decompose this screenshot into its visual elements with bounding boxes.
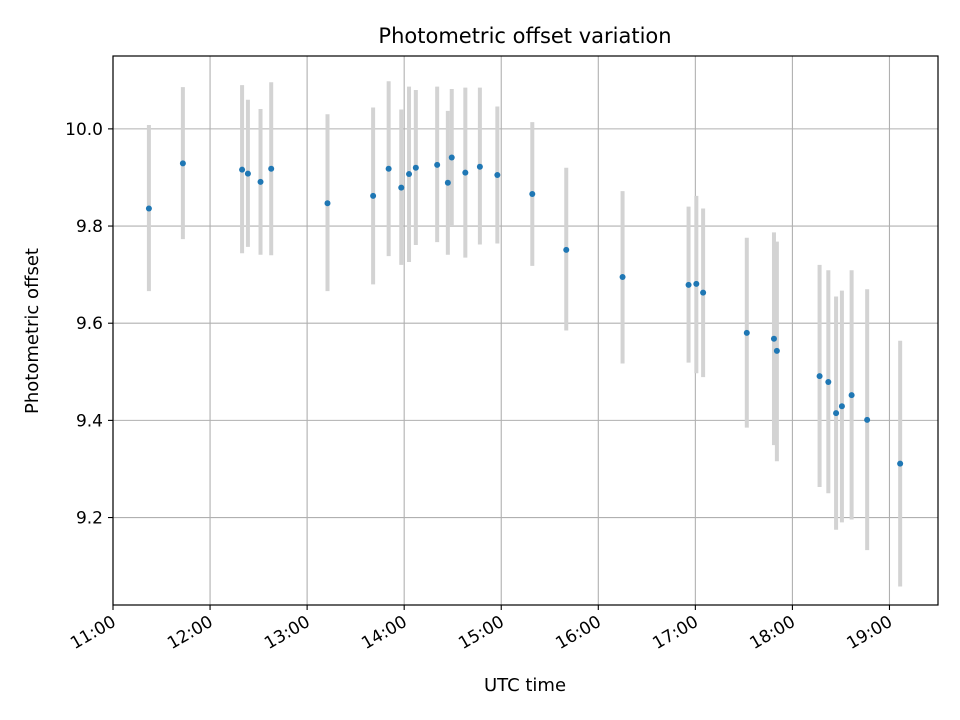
- data-point: [693, 280, 700, 287]
- data-point: [434, 161, 441, 168]
- data-point: [444, 179, 451, 186]
- y-tick-label: 9.6: [76, 314, 103, 334]
- x-axis-label: UTC time: [484, 675, 566, 696]
- data-points: [145, 154, 904, 467]
- data-point: [563, 246, 570, 253]
- data-point: [494, 172, 501, 179]
- data-point: [239, 166, 246, 173]
- data-point: [700, 289, 707, 296]
- data-point: [385, 165, 392, 172]
- data-point: [816, 373, 823, 380]
- plot-frame: [112, 55, 939, 606]
- data-point: [244, 170, 251, 177]
- data-point: [743, 329, 750, 336]
- data-point: [370, 192, 377, 199]
- y-axis-ticks: 9.2 9.4 9.6 9.8 10.0: [65, 120, 113, 529]
- data-point: [448, 154, 455, 161]
- grid-lines: [112, 56, 938, 605]
- y-tick-label: 9.2: [76, 509, 103, 529]
- data-point: [848, 392, 855, 399]
- y-axis-label: Photometric offset: [22, 248, 43, 414]
- data-point: [770, 335, 777, 342]
- data-point: [833, 410, 840, 417]
- chart-title: Photometric offset variation: [378, 24, 671, 48]
- data-point: [897, 460, 904, 467]
- data-point: [412, 164, 419, 171]
- data-point: [257, 178, 264, 185]
- data-point: [529, 190, 536, 197]
- data-point: [462, 169, 469, 176]
- y-tick-label: 10.0: [65, 120, 103, 140]
- y-tick-label: 9.4: [76, 411, 103, 431]
- data-point: [268, 165, 275, 172]
- data-point: [179, 160, 186, 167]
- data-point: [476, 163, 483, 170]
- data-point: [398, 184, 405, 191]
- data-point: [145, 205, 152, 212]
- data-point: [324, 200, 331, 207]
- data-point: [838, 403, 845, 410]
- data-point: [406, 171, 413, 178]
- data-point: [825, 378, 832, 385]
- data-point: [685, 281, 692, 288]
- data-point: [773, 347, 780, 354]
- data-point: [864, 416, 871, 423]
- data-point: [619, 274, 626, 281]
- y-tick-label: 9.8: [76, 217, 103, 237]
